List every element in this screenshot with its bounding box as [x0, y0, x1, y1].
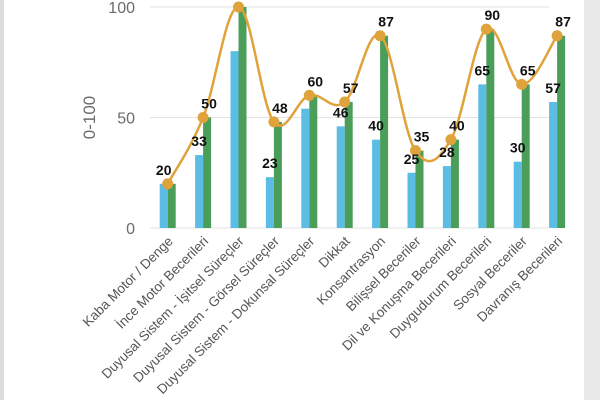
- screen-edge: [0, 0, 4, 400]
- chart-card: 0 50 100 0-100 20 33 50 100 23 48 60 46 57 40 87 25 35 28…: [4, 0, 584, 400]
- line-point-8: [410, 145, 421, 157]
- data-label-green-5: 60: [308, 73, 324, 89]
- bar-blue-11: [513, 161, 522, 228]
- bar-green-1: [167, 183, 176, 228]
- bar-blue-10: [478, 84, 487, 228]
- line-series: [166, 5, 559, 185]
- bar-green-8: [415, 150, 424, 228]
- line-point-4: [268, 116, 280, 128]
- bar-blue-2: [195, 155, 204, 228]
- bar-green-3: [238, 7, 247, 228]
- data-label-green-4: 48: [272, 100, 288, 116]
- bar-blue-3: [230, 51, 239, 229]
- bar-blue-5: [301, 108, 310, 228]
- bar-blue-6: [336, 126, 345, 228]
- data-label-blue-4: 23: [262, 155, 278, 171]
- data-label-blue-1: 20: [156, 162, 172, 178]
- data-label-green-8: 35: [414, 129, 430, 145]
- data-label-blue-10: 65: [475, 62, 491, 78]
- data-label-blue-8: 25: [404, 151, 420, 167]
- data-label-blue-6: 46: [333, 104, 349, 120]
- line-point-7: [374, 30, 386, 42]
- data-label-blue-7: 40: [368, 118, 384, 134]
- bar-blue-8: [407, 172, 416, 228]
- bar-green-7: [380, 35, 389, 229]
- data-label-green-7: 87: [378, 14, 394, 30]
- data-label-green-12: 87: [555, 14, 571, 30]
- bar-green-4: [273, 121, 282, 228]
- line-point-1: [162, 178, 174, 190]
- data-label-blue-12: 57: [545, 80, 561, 96]
- y-tick-50: 50: [117, 111, 135, 128]
- line-point-6: [339, 96, 351, 108]
- line-point-12: [551, 30, 563, 42]
- line-point-3: [233, 1, 244, 13]
- bar-green-6: [344, 102, 353, 228]
- data-label-green-2: 50: [201, 96, 217, 112]
- bar-green-12: [557, 35, 566, 229]
- line-point-9: [445, 134, 457, 146]
- bar-green-9: [450, 139, 459, 228]
- bar-green-5: [309, 95, 318, 229]
- bar-green-10: [486, 29, 495, 228]
- bar-blue-9: [442, 166, 451, 228]
- bar-blue-4: [265, 177, 274, 228]
- bar-green-11: [521, 84, 530, 228]
- line-point-11: [516, 78, 528, 90]
- data-label-green-3: 100: [233, 0, 257, 1]
- x-tick-label-3: Duyusal Sistem - İşitsel Süreçler: [99, 233, 247, 381]
- bar-blue-12: [549, 102, 558, 228]
- data-label-blue-11: 30: [510, 140, 526, 156]
- bar-green-2: [203, 117, 212, 228]
- combo-chart: 0 50 100 0-100 20 33 50 100 23 48 60 46 57 40 87 25 35 28…: [80, 0, 571, 397]
- data-label-green-6: 57: [343, 80, 359, 96]
- data-label-green-10: 90: [485, 7, 501, 23]
- data-label-green-9: 40: [449, 118, 465, 134]
- data-label-blue-9: 28: [439, 144, 455, 160]
- y-tick-100: 100: [108, 0, 135, 17]
- line-point-5: [303, 89, 315, 101]
- y-tick-0: 0: [126, 221, 135, 238]
- y-axis-label: 0-100: [80, 96, 99, 139]
- line-point-10: [480, 23, 492, 35]
- data-label-green-11: 65: [520, 62, 536, 78]
- bar-blue-7: [372, 139, 381, 228]
- line-point-2: [197, 112, 209, 123]
- data-label-blue-2: 33: [191, 133, 207, 149]
- bar-blue-1: [159, 183, 168, 228]
